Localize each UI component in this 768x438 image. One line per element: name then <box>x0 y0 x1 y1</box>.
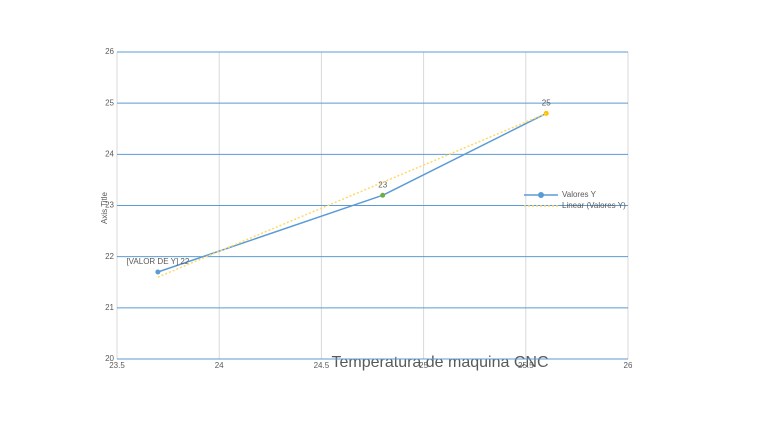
x-tick-label: 24.5 <box>314 361 330 370</box>
legend-label: Linear (Valores Y) <box>562 201 626 210</box>
y-tick-label: 22 <box>105 252 114 261</box>
x-tick-label: 25 <box>419 361 428 370</box>
chart-title: Temperatura de maquina CNC <box>332 354 549 371</box>
y-axis-title: Axis Title <box>100 191 109 224</box>
data-label: [VALOR DE Y] 22 <box>126 257 189 266</box>
point <box>380 192 386 198</box>
y-tick-label: 24 <box>105 149 114 158</box>
data-label: 25 <box>542 99 551 108</box>
y-tick-label: 26 <box>105 47 114 56</box>
y-tick-label: 20 <box>105 354 114 363</box>
y-tick-label: 21 <box>105 303 114 312</box>
x-tick-label: 25.5 <box>518 361 534 370</box>
legend-label: Valores Y <box>562 190 597 199</box>
data-label: 23 <box>378 180 387 189</box>
point <box>155 269 161 275</box>
x-tick-label: 26 <box>624 361 633 370</box>
series-line <box>157 112 547 273</box>
y-tick-label: 23 <box>105 201 114 210</box>
y-tick-label: 25 <box>105 98 114 107</box>
x-tick-label: 23.5 <box>109 361 125 370</box>
x-tick-label: 24 <box>215 361 224 370</box>
legend-marker <box>538 192 544 198</box>
